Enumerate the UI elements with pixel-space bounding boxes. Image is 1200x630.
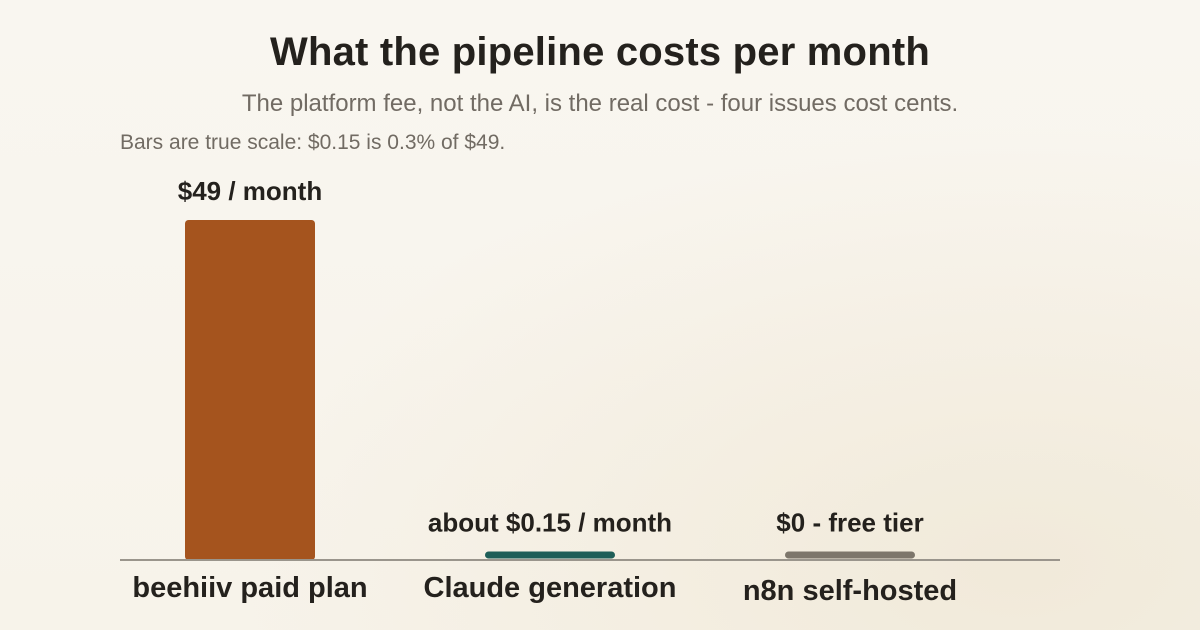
category-label-1: beehiiv paid plan	[132, 572, 367, 604]
category-label-3: n8n self-hosted	[743, 575, 957, 607]
chart-subtitle: The platform fee, not the AI, is the rea…	[241, 90, 959, 117]
category-label-2: Claude generation	[424, 572, 677, 604]
data-label-3: $0 - free tier	[776, 508, 923, 538]
chart-note: Bars are true scale: $0.15 is 0.3% of $4…	[120, 131, 506, 154]
chart-title: What the pipeline costs per month	[270, 30, 930, 74]
data-label-2: about $0.15 / month	[428, 508, 672, 538]
bar-2	[485, 551, 615, 559]
bar-1	[185, 220, 315, 560]
bar-3	[785, 551, 915, 559]
data-label-1: $49 / month	[178, 176, 322, 206]
